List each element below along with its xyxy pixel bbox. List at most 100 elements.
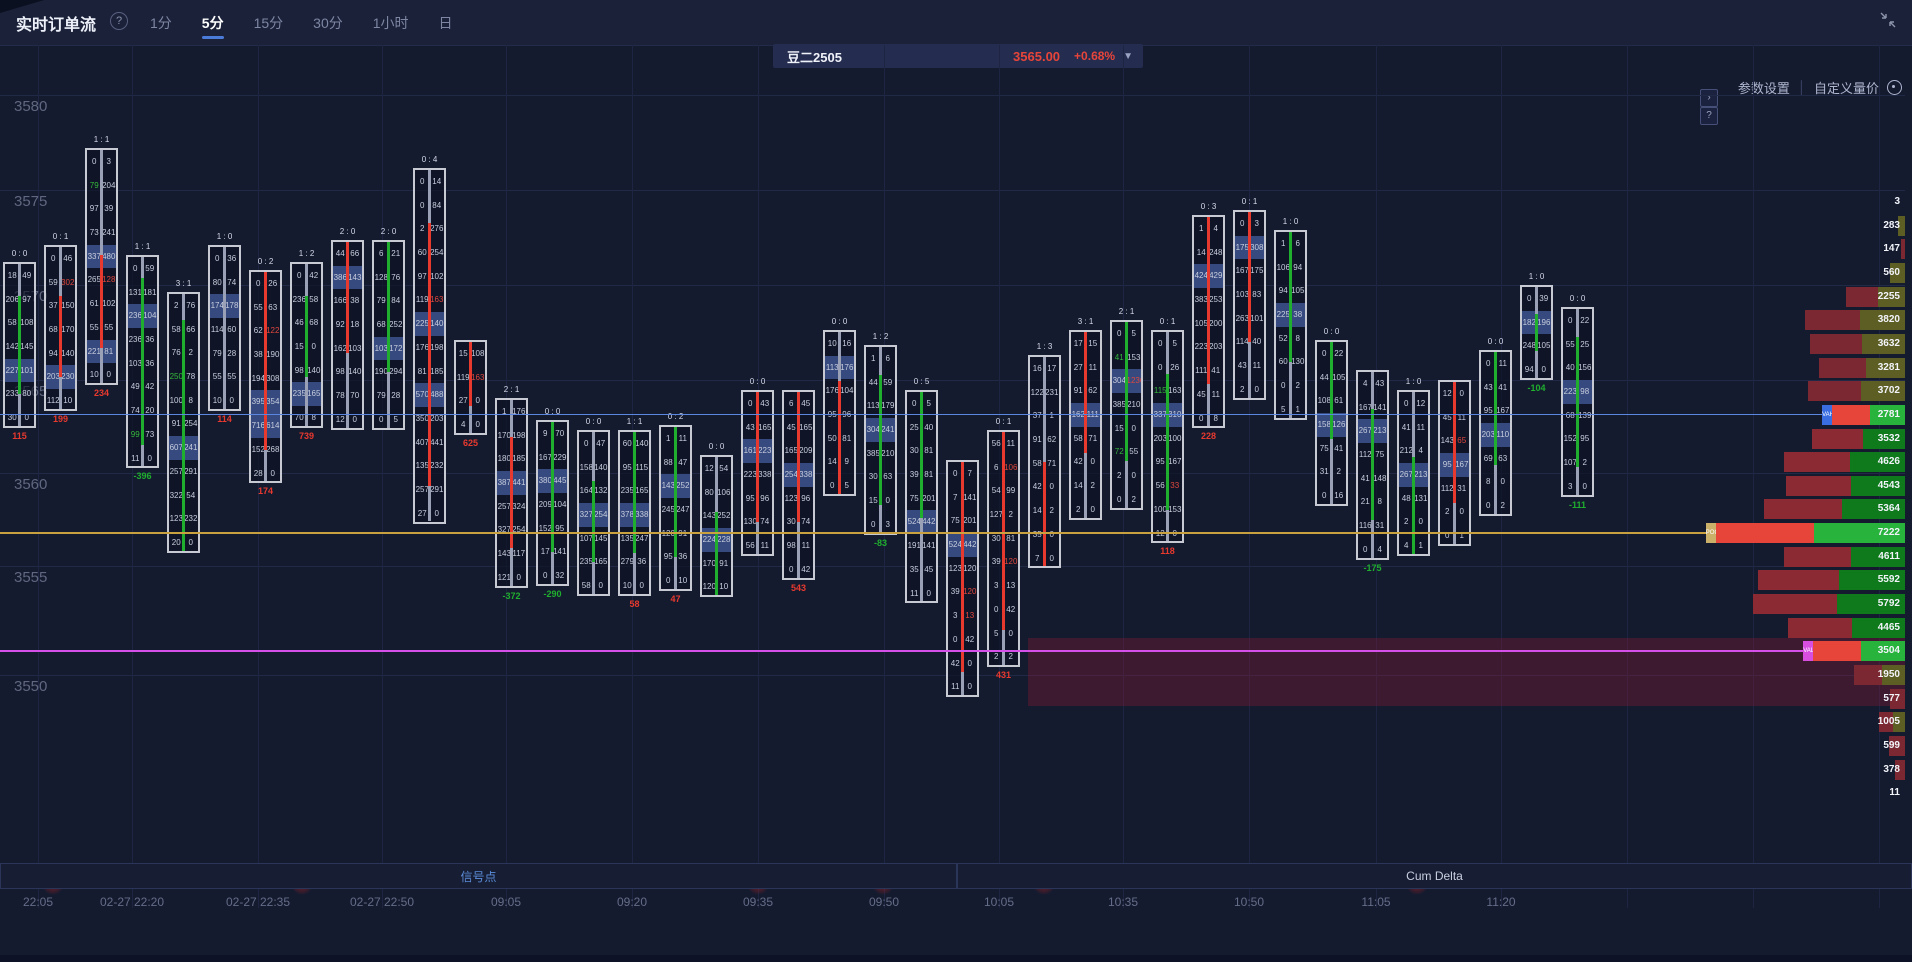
volume-profile-bar: [1783, 452, 1905, 473]
footprint-row: 158 140: [579, 456, 608, 480]
tab-1小时[interactable]: 1小时: [372, 14, 409, 31]
footprint-candle[interactable]: 0 59 131 181 236 104 236 36 103 36 49 42 74 20 99 73 11 0…: [126, 242, 159, 481]
footprint-candle[interactable]: 0 11 43 41 95 167 203 110 69 63 8 0 0 2 0 : 0: [1479, 337, 1512, 516]
volume-profile-value: 3504: [1877, 645, 1900, 657]
tab-30分[interactable]: 30分: [313, 14, 343, 31]
ask-volume: 20: [145, 406, 155, 416]
footprint-candle[interactable]: 2 76 58 66 76 2 250 78 100 8 91 254 607 241 257 291 322 5…: [167, 279, 200, 553]
ask-volume: 11: [1457, 412, 1466, 422]
bottom-strip: [0, 955, 1912, 962]
footprint-row: 143 252: [702, 504, 731, 528]
ask-volume: 163: [1168, 386, 1182, 396]
delta-line-segment: [18, 296, 21, 394]
bid-volume: 143: [661, 481, 675, 491]
footprint-candle[interactable]: 0 22 44 105 108 61 158 126 75 41 31 2 0 16 0 : 0: [1315, 327, 1348, 506]
ask-volume: 0: [885, 496, 890, 506]
footprint-candle[interactable]: 0 22 55 25 40 156 223 98 68 139 152 95 107 2 3 0 0 : 0 -1…: [1561, 294, 1594, 510]
footprint-candle[interactable]: 0 7 7 141 75 201 524 442 123 120 39 120 3 13 0 42 42 0 11 0: [946, 460, 979, 697]
footprint-candle[interactable]: 0 42 236 58 46 68 15 0 98 140 235 165 70 8 1 : 2 739: [290, 249, 323, 441]
footprint-candle[interactable]: 6 45 45 165 165 209 254 338 123 96 30 74 98 11 0 42 543: [782, 390, 815, 593]
footprint-row: 107 145: [579, 527, 608, 551]
ask-volume: 291: [184, 466, 198, 476]
delta-line: [633, 432, 636, 594]
delta-line-segment: [1289, 232, 1292, 362]
ask-volume: 42: [801, 564, 811, 574]
footprint-candle[interactable]: 0 3 175 308 167 175 103 83 263 101 114 40 43 11 2 0 0 : …: [1233, 197, 1266, 400]
params-settings-button[interactable]: 参数设置: [1737, 81, 1790, 96]
chevron-down-icon[interactable]: ▼: [1123, 50, 1133, 62]
footprint-candle[interactable]: 0 43 43 165 161 223 223 338 95 96 130 74 56 11 0 : 0: [741, 377, 774, 556]
signal-points-panel[interactable]: 信号点: [0, 863, 957, 889]
footprint-candle[interactable]: 1 176 170 198 180 185 387 441 257 324 327 254 143 117…: [495, 385, 528, 601]
custom-volume-price-button[interactable]: 自定义量价: [1813, 81, 1879, 96]
expand-panel-button[interactable]: ›: [1700, 89, 1718, 107]
delta-line: [510, 400, 513, 586]
footprint-candle[interactable]: 0 39 182 196 248 105 94 0 1 : 0 -104: [1520, 272, 1553, 393]
volume-profile-sell-segment: [1808, 381, 1862, 402]
footprint-candle[interactable]: 0 26 55 63 62 122 38 190 194 308 395 354 716 614 152 26…: [249, 257, 282, 496]
footprint-candle[interactable]: 56 11 6 106 54 99 127 2 30 81 39 120 3 13 0 42 5 0 2 2 0 : 1…: [987, 417, 1020, 680]
footprint-candle[interactable]: 0 3 79 204 97 39 73 241 337 480 265 128 61 102 55 55 221…: [85, 135, 118, 398]
bid-volume: 191: [907, 541, 921, 551]
imbalance-ratio-label: 1 : 3: [1036, 342, 1053, 351]
footprint-candle[interactable]: 4 43 167 141 267 213 112 75 41 148 21 8 116 31 0 4 -175: [1356, 370, 1389, 573]
footprint-row: 30 81: [907, 439, 936, 463]
bid-volume: 4: [461, 420, 466, 430]
delta-line-segment: [264, 449, 267, 482]
delta-footer-label: 118: [1160, 546, 1175, 557]
footprint-row: 350 203: [415, 407, 444, 431]
bid-volume: 225: [1276, 310, 1290, 320]
footprint-candle[interactable]: 1715271191621621115871420142203 : 1: [1069, 317, 1102, 520]
footprint-candle[interactable]: 1 6 44 59 113 179 304 241 385 210 30 63 15 0 0 3 1 : 2 -8…: [864, 332, 897, 548]
footprint-row: 383 253: [1194, 288, 1223, 312]
volume-profile-bar: [1785, 475, 1905, 496]
footprint-candle[interactable]: 44 66 386 143 166 38 92 18 162 103 98 140 78 70 12 0 2 :…: [331, 227, 364, 430]
footprint-candle[interactable]: 12 54 80 106 143 252 224 228 170 91 120 10 0 : 0: [700, 442, 733, 598]
delta-footer-label: -175: [1363, 562, 1382, 573]
delta-line-segment: [1535, 287, 1538, 315]
bid-volume: 2: [1445, 507, 1450, 517]
tab-1分[interactable]: 1分: [150, 14, 172, 31]
ask-volume: 31: [1375, 521, 1385, 531]
ask-volume: 108: [20, 318, 34, 328]
help-icon[interactable]: ?: [110, 12, 128, 30]
footprint-candle[interactable]: 1 4 14 248 424 429 383 253 105 200 223 203 111 41 45 11…: [1192, 202, 1225, 441]
footprint-candle[interactable]: 0 36 80 74 174 178 114 60 79 28 55 55 10 0 1 : 0 114: [208, 232, 241, 424]
footprint-candle[interactable]: 0 14 0 84 2 276 60 254 97 102 119 163 225 140 176 198 81…: [413, 155, 446, 524]
footprint-chart-canvas[interactable]: 3580357535703565356035553550184920697581…: [0, 45, 1912, 935]
help-button[interactable]: ?: [1700, 107, 1718, 125]
bid-volume: 170: [702, 558, 716, 568]
footprint-row: 79 28: [210, 342, 239, 366]
footprint-candle[interactable]: 11188471432522452471209195360100 : 247: [659, 412, 692, 604]
footprint-candle[interactable]: 60 140 95 115 235 165 378 338 135 247 279 36 10 0 1 : …: [618, 417, 651, 609]
delta-footer-label: 47: [670, 593, 681, 604]
tab-5分[interactable]: 5分: [200, 1, 226, 45]
footprint-candle[interactable]: 16 17 122 231 37 1 91 62 58 71 42 0 14 2 35 0 7 0 1 : 3: [1028, 342, 1061, 569]
bid-volume: 72: [1114, 447, 1124, 457]
footprint-candle[interactable]: 1 6 106 94 94 105 225 38 52 8 60 130 0 2 5 1 1 : 0: [1274, 217, 1307, 420]
footprint-candle[interactable]: 0 47 158 140 164 132 327 254 107 145 235 165 58 0 0 : …: [577, 417, 610, 596]
instrument-selector[interactable]: 豆二2505 3565.00 +0.68% ▼: [773, 44, 1143, 68]
footprint-candle[interactable]: 6 21 128 76 79 84 68 252 103 172 190 294 79 28 0 5 2 : 0: [372, 227, 405, 430]
collapse-icon[interactable]: [1878, 10, 1898, 30]
footprint-candle[interactable]: 9 70 167 229 380 445 209 104 152 95 17 141 0 32 0 : 0-…: [536, 407, 569, 599]
bid-volume: 1: [502, 407, 507, 416]
gear-icon[interactable]: [1887, 80, 1902, 95]
value-area-low-zone: [1028, 638, 1905, 706]
tab-15分[interactable]: 15分: [253, 14, 284, 31]
footprint-candle[interactable]: 15 108 119 163 27 0 4 0 625: [454, 340, 487, 448]
footprint-candle[interactable]: 0502611516333731020310095167563310015312…: [1151, 317, 1184, 556]
footprint-candle[interactable]: 0 12 41 11 212 4 267 213 48 131 2 0 4 1 1 : 0: [1397, 377, 1430, 556]
footprint-candle[interactable]: 101611317617610495965081149050 : 0: [823, 317, 856, 496]
ask-volume: 170: [61, 325, 75, 335]
ask-volume: 36: [227, 254, 237, 263]
volume-profile-segment: [1890, 262, 1905, 283]
bid-volume: 0: [830, 481, 835, 491]
bid-volume: 17: [540, 547, 550, 557]
cum-delta-panel[interactable]: Cum Delta: [957, 863, 1912, 889]
footprint-candle[interactable]: 12 0 45 11 143 65 95 167 112 31 2 0 0 1: [1438, 380, 1471, 546]
footprint-candle[interactable]: 0 5 25 40 30 81 39 81 75 201 524 442 191 141 35 45 11 0 0 …: [905, 377, 938, 604]
tab-日[interactable]: 日: [438, 14, 453, 31]
